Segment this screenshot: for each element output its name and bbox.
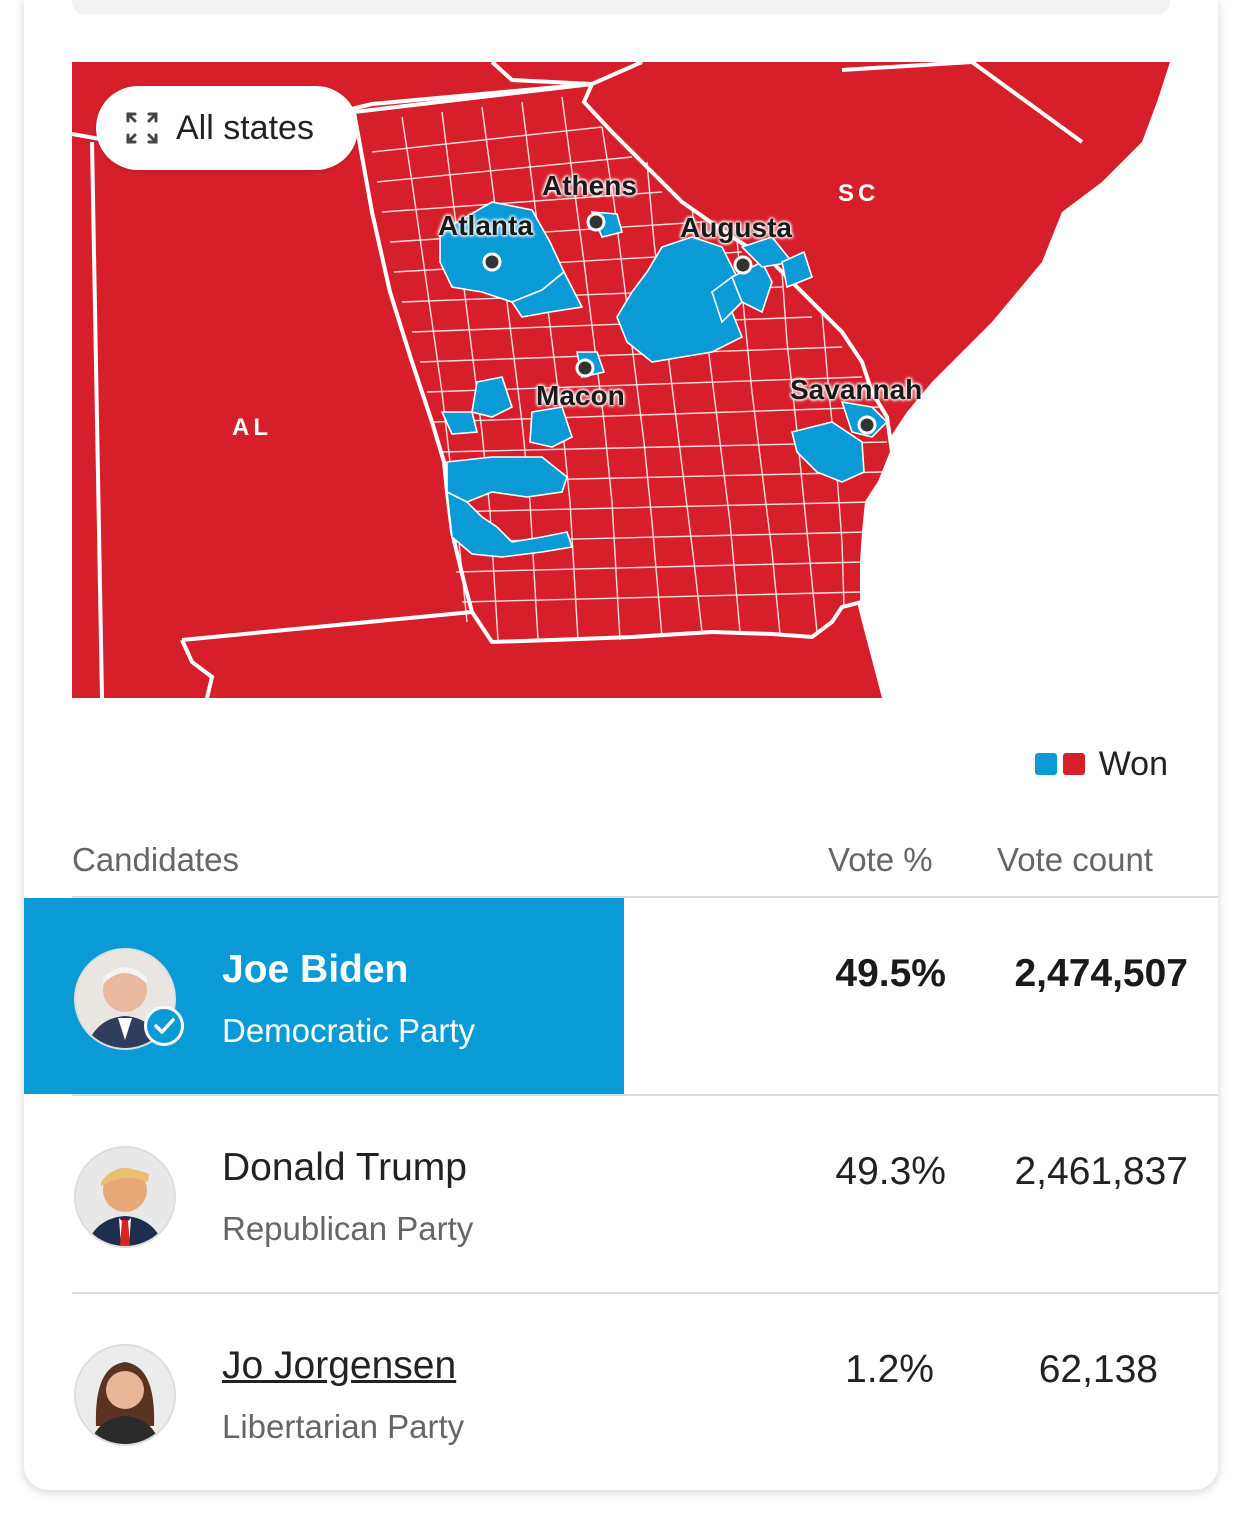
candidate-party: Republican Party [222, 1210, 474, 1247]
state-border-fl [181, 610, 473, 642]
candidate-name: Joe Biden [222, 948, 409, 991]
vote-pct: 1.2% [845, 1348, 934, 1391]
all-states-button[interactable]: All states [96, 86, 358, 170]
city-label-macon: Macon [536, 380, 625, 411]
dem-counties [439, 201, 889, 558]
legend-swatch-rep [1062, 753, 1085, 775]
candidate-party: Democratic Party [222, 1012, 476, 1049]
header-vote-count: Vote count [997, 841, 1153, 878]
table-row[interactable]: Jo Jorgensen Libertarian Party 1.2% 62,1… [24, 1294, 1218, 1490]
candidate-name: Donald Trump [222, 1146, 467, 1189]
legend-label: Won [1098, 744, 1168, 783]
avatar [74, 1146, 176, 1248]
table-row[interactable]: Donald Trump Republican Party 49.3% 2,46… [24, 1096, 1218, 1292]
ocean [852, 62, 1170, 698]
state-border-nc-sc [841, 62, 1084, 144]
vote-count: 2,474,507 [1014, 952, 1188, 995]
row-divider [72, 1292, 1218, 1294]
vote-pct: 49.3% [835, 1150, 946, 1193]
city-label-atlanta: Atlanta [438, 210, 533, 241]
header-vote-pct: Vote % [828, 841, 933, 878]
top-bar [72, 0, 1170, 14]
vote-count: 62,138 [1038, 1348, 1158, 1391]
city-marker-savannah [857, 415, 877, 435]
results-card: All states Athens Atlanta Augusta Macon … [24, 0, 1218, 1490]
row-divider [72, 1094, 1218, 1096]
city-marker-augusta [733, 255, 753, 275]
candidate-party: Libertarian Party [222, 1408, 465, 1445]
county-map[interactable]: All states Athens Atlanta Augusta Macon … [72, 62, 1170, 698]
county-lines [371, 96, 888, 641]
city-markers [482, 212, 877, 435]
state-label-al: AL [232, 414, 272, 441]
state-border-fl-west [180, 639, 215, 698]
candidate-name-link[interactable]: Jo Jorgensen [222, 1344, 457, 1387]
state-label-sc: SC [838, 180, 880, 207]
legend-swatch-dem [1034, 753, 1057, 775]
avatar [74, 1344, 176, 1446]
vote-count: 2,461,837 [1014, 1150, 1188, 1193]
city-label-augusta: Augusta [680, 212, 792, 243]
map-legend: Won [1034, 742, 1168, 786]
city-marker-macon [575, 358, 595, 378]
expand-icon [126, 112, 158, 144]
city-marker-atlanta [482, 252, 502, 272]
state-border-west [90, 141, 104, 698]
header-divider [72, 896, 1218, 898]
checkmark-icon [144, 1006, 184, 1046]
city-marker-athens [586, 212, 606, 232]
table-row[interactable]: Joe Biden Democratic Party 49.5% 2,474,5… [24, 898, 1218, 1094]
map-svg [72, 62, 1170, 698]
all-states-label: All states [176, 108, 314, 147]
city-label-athens: Athens [542, 170, 637, 201]
vote-pct: 49.5% [835, 952, 946, 995]
city-label-savannah: Savannah [790, 374, 923, 405]
table-header: Candidates Vote % Vote count [72, 835, 1170, 885]
state-border-nc [490, 62, 643, 87]
header-candidates: Candidates [72, 841, 239, 878]
